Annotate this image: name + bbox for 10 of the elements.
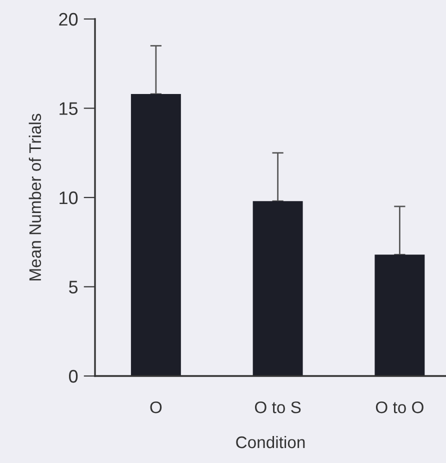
x-axis-title: Condition [236,436,305,448]
x-tick-label: O to O [376,401,424,414]
y-tick-label: 10 [60,191,78,204]
y-tick-label: 0 [69,370,78,383]
x-tick-label: O [150,401,162,414]
y-axis-title: Mean Number of Trials [28,114,42,280]
y-tick-label: 15 [60,102,78,115]
y-tick-label: 20 [59,12,78,26]
x-tick-label: O to S [254,401,301,414]
y-tick-label: 5 [69,280,78,294]
